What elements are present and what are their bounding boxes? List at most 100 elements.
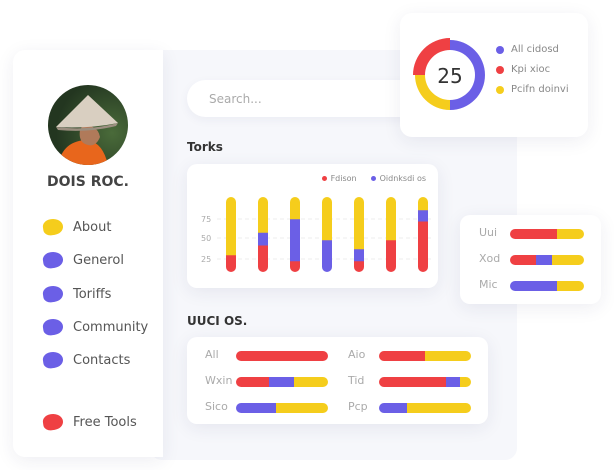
nav-item-community[interactable]: Community [41,317,149,337]
bar-label: All [205,348,219,361]
bar-segment-purple [535,255,553,265]
bar-segment-red [290,260,300,272]
uuci-card: All Wxin Sico Aio Tid Pcp [187,337,488,424]
bar-segment-yellow [322,197,332,241]
bar-segment-yellow [226,197,236,256]
sidebar: DOIS ROC. About Generol Toriffs Community Co… [13,50,163,457]
bar-label: Pcp [348,400,368,413]
bar-segment-purple [446,377,460,387]
bar-3 [290,197,300,272]
hbar-all [236,351,328,361]
donut-center-value: 25 [437,64,462,88]
purple-blob-icon [41,284,65,304]
yellow-blob-icon [41,217,65,237]
bar-segment-red [226,254,236,272]
bar-label: Mic [479,278,498,291]
bar-segment-yellow [552,255,584,265]
hbar-pcp [379,403,471,413]
nav-item-free-tools[interactable]: Free Tools [41,412,137,432]
bar-2 [258,197,268,272]
bar-segment-red [236,351,328,361]
side-bars-card: Uui Xod Mic [460,215,601,304]
bar-segment-yellow [459,377,471,387]
purple-blob-icon [41,350,65,370]
bar-segment-red [379,377,447,387]
bar-7 [418,197,428,272]
legend-oidnksdi: Oidnksdi os [370,174,426,183]
avatar [48,85,128,165]
bar-segment-purple [379,403,407,413]
nav-item-label: Community [73,319,149,335]
bar-segment-purple [290,218,300,262]
bar-segment-purple [236,403,276,413]
torks-title: Torks [187,140,223,154]
bar-4 [322,197,332,272]
bar-1 [226,197,236,272]
hbar-xod [510,255,584,265]
bar-label: Aio [348,348,366,361]
bar-segment-yellow [354,197,364,250]
bar-label: Tid [348,374,365,387]
bar-label: Wxin [205,374,233,387]
hbar-aio [379,351,471,361]
purple-blob-icon [41,250,65,270]
bar-segment-yellow [406,403,471,413]
donut-slice-purple [450,40,485,110]
bar-segment-yellow [290,197,300,220]
nav-item-label: Free Tools [73,414,137,430]
bar-segment-purple [510,281,558,291]
bar-segment-yellow [557,229,584,239]
bar-label: Uui [479,226,498,239]
torks-chart-card: 75 50 25 Fdison Oidnksdi os [187,164,438,288]
bar-segment-purple [418,209,428,222]
bar-segment-red [258,245,268,272]
bar-segment-purple [258,232,268,246]
donut-legend-item: Pcifn doinvi [496,84,569,95]
nav-item-toriffs[interactable]: Toriffs [41,284,112,304]
bar-segment-yellow [386,197,396,241]
y-tick-label: 50 [201,234,211,243]
nav-item-label: Contacts [73,352,131,368]
user-name: DOIS ROC. [47,174,129,190]
y-tick-label: 25 [201,255,211,264]
bar-segment-red [418,221,428,272]
bar-segment-red [236,377,270,387]
donut-chart: 25 [413,38,485,110]
donut-card: 25 All cidosd Kpi xioc Pcifn doinvi [400,13,588,137]
bar-segment-yellow [557,281,584,291]
nav-item-generol[interactable]: Generol [41,250,124,270]
bar-segment-red [379,351,425,361]
legend-fdison: Fdison [321,174,357,183]
bar-segment-red [510,229,558,239]
nav-item-label: Generol [73,252,124,268]
nav-item-contacts[interactable]: Contacts [41,350,131,370]
hbar-uui [510,229,584,239]
bar-segment-yellow [275,403,328,413]
hbar-sico [236,403,328,413]
hbar-wxin [236,377,328,387]
bar-5 [354,197,364,272]
bar-segment-yellow [293,377,328,387]
bar-segment-red [510,255,536,265]
bar-segment-yellow [418,197,428,211]
donut-legend-item: Kpi xioc [496,64,569,75]
nav-item-label: About [73,219,112,235]
donut-slice-yellow [415,75,450,110]
bar-segment-yellow [425,351,471,361]
bar-segment-purple [322,239,332,272]
y-tick-label: 75 [201,215,211,224]
bar-segment-red [386,239,396,272]
purple-blob-icon [41,317,65,337]
red-blob-icon [41,412,65,432]
nav-item-about[interactable]: About [41,217,112,237]
nav-item-label: Toriffs [73,286,112,302]
donut-legend-item: All cidosd [496,44,569,55]
bar-segment-yellow [258,197,268,233]
bar-label: Sico [205,400,228,413]
hbar-tid [379,377,471,387]
bar-segment-purple [354,248,364,262]
hbar-mic [510,281,584,291]
donut-slice-red [413,38,450,75]
bar-segment-red [354,260,364,272]
search-input[interactable] [187,80,420,117]
